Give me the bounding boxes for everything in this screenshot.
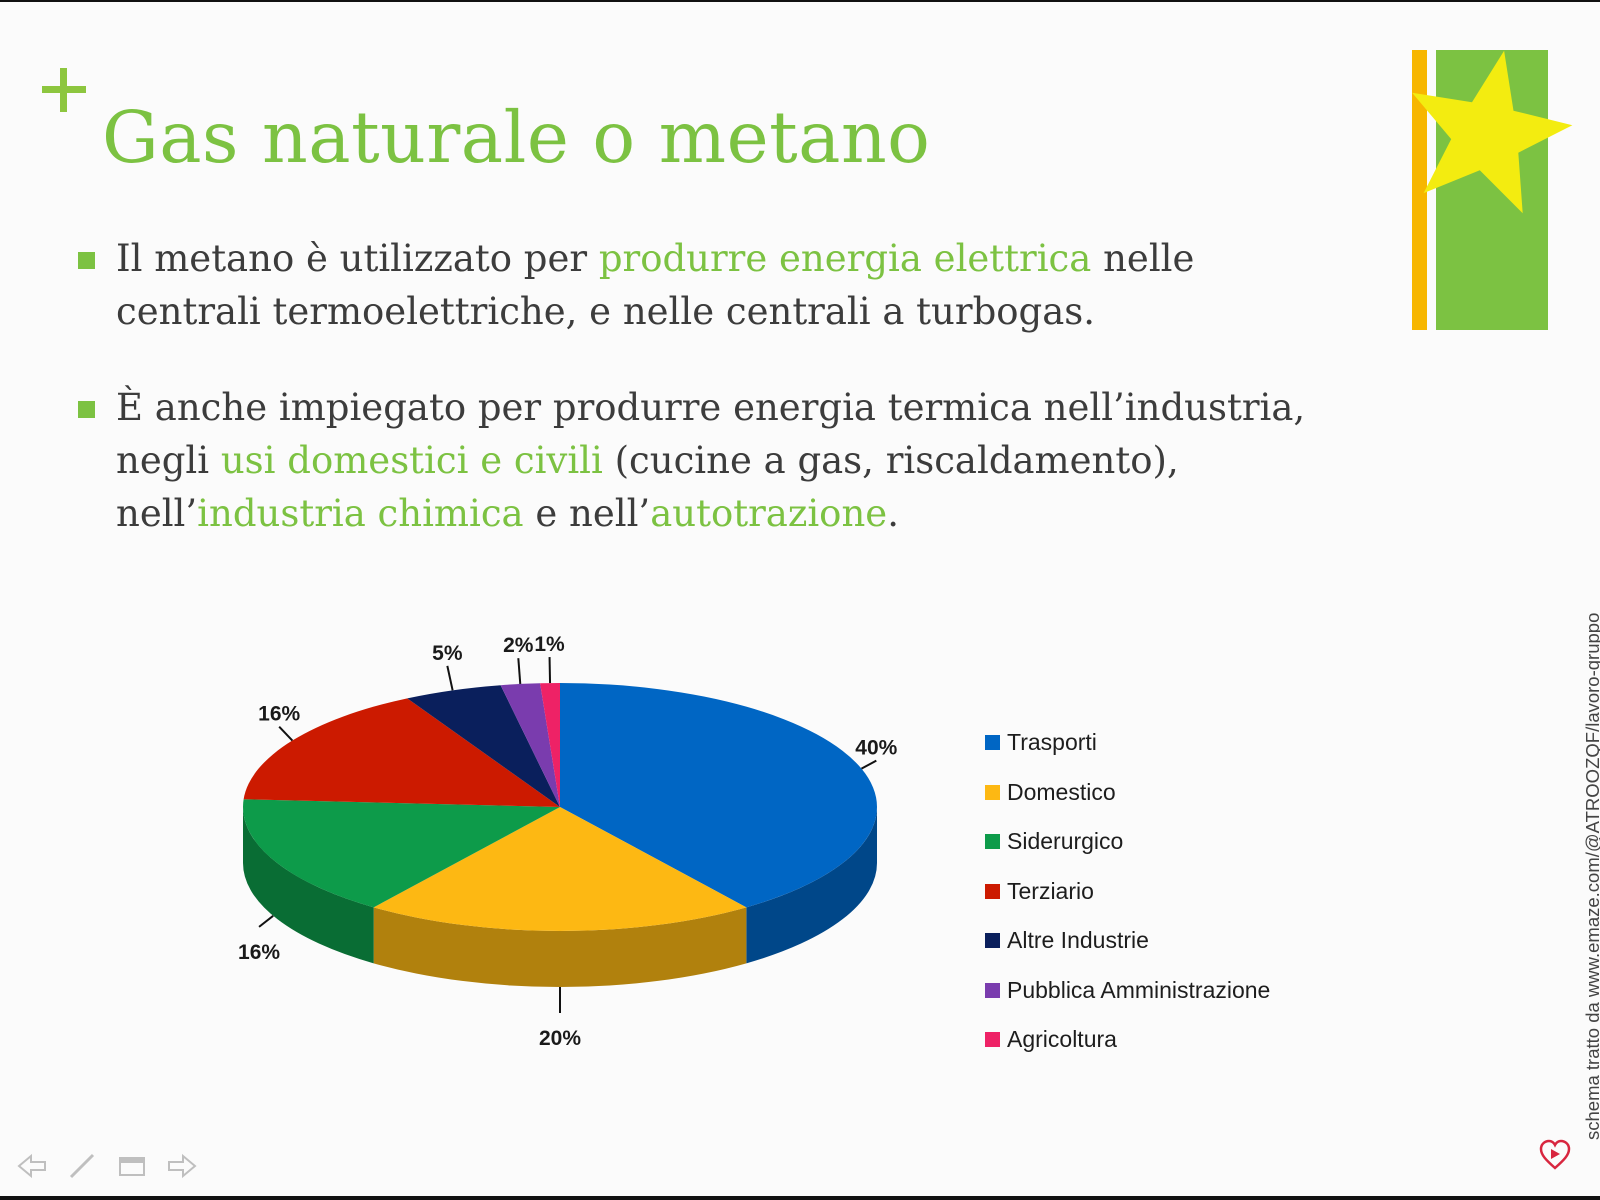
legend-label: Trasporti <box>1007 729 1097 756</box>
bullet-marker <box>78 401 95 418</box>
legend-swatch <box>985 735 1000 751</box>
leader-line <box>258 915 274 928</box>
bullet-text: (cucine a gas, riscaldamento), nell’ <box>116 439 1179 535</box>
bullet-list: Il metano è utilizzato per produrre ener… <box>78 232 1328 540</box>
legend-item: Altre Industrie <box>985 916 1270 966</box>
pie-slice-pubblica-amministrazione <box>500 683 560 807</box>
data-label: 20% <box>539 1027 581 1050</box>
pie-side-trasporti <box>746 807 877 964</box>
pie-slice-domestico <box>373 807 747 931</box>
leader-line <box>278 725 294 742</box>
highlight-text: usi domestici e civili <box>220 439 603 482</box>
legend-label: Terziario <box>1007 877 1094 904</box>
bullet-text: e nell’ <box>523 492 651 535</box>
legend-label: Altre Industrie <box>1007 927 1149 954</box>
bottom-border <box>0 1196 1600 1200</box>
legend-label: Agricoltura <box>1007 1026 1117 1053</box>
data-label: 16% <box>258 703 300 726</box>
pie-side-domestico <box>373 907 747 987</box>
legend-item: Trasporti <box>985 718 1270 768</box>
slide-title: Gas naturale o metano <box>102 96 931 179</box>
pen-icon[interactable] <box>66 1152 98 1180</box>
pie-slice-agricoltura <box>540 683 560 807</box>
data-label: 1% <box>534 633 565 656</box>
data-label: 2% <box>503 634 534 657</box>
legend-swatch <box>985 834 1000 850</box>
pie-side-siderurgico <box>243 807 374 964</box>
legend-label: Pubblica Amministrazione <box>1007 976 1271 1003</box>
legend-swatch <box>985 883 1000 899</box>
highlight-text: produrre energia elettrica <box>598 237 1092 280</box>
forward-arrow-icon[interactable] <box>166 1152 198 1180</box>
leader-line <box>446 665 454 691</box>
legend-item: Siderurgico <box>985 817 1270 867</box>
legend-swatch <box>985 982 1000 998</box>
leader-line <box>861 759 877 770</box>
decorative-orange-bar <box>1412 50 1427 330</box>
bullet-text: Il metano è utilizzato per <box>116 237 599 280</box>
slides-menu-icon[interactable] <box>116 1152 148 1180</box>
legend-label: Domestico <box>1007 778 1116 805</box>
pie-slice-altre-industrie <box>407 685 560 807</box>
top-border <box>0 0 1600 2</box>
pie-slice-terziario <box>243 698 560 807</box>
data-label: 16% <box>238 941 280 964</box>
pie-slice-siderurgico <box>243 799 560 908</box>
pie-chart: 40% 20% 16% 16% 5% 2% 1% <box>160 615 1340 1135</box>
legend-swatch <box>985 933 1000 949</box>
pie-chart-svg: 40% 20% 16% 16% 5% 2% 1% <box>238 633 898 1050</box>
legend-swatch <box>985 1032 1000 1048</box>
legend-item: Terziario <box>985 867 1270 917</box>
highlight-text: autotrazione <box>650 492 888 535</box>
bullet-item: È anche impiegato per produrre energia t… <box>78 381 1328 540</box>
legend-item: Domestico <box>985 768 1270 818</box>
credit-text: schema tratto da www.emaze.com/@ATROOZQF… <box>1582 612 1600 1140</box>
logo-icon <box>1539 1139 1571 1170</box>
chart-legend: Trasporti Domestico Siderurgico Terziario Al… <box>985 718 1270 1065</box>
back-arrow-icon[interactable] <box>16 1152 48 1180</box>
slide-navigation <box>16 1152 198 1180</box>
data-label: 40% <box>855 737 897 760</box>
plus-icon <box>40 66 88 114</box>
pie-slice-trasporti <box>560 683 877 908</box>
bullet-text: nelle centrali termoelettriche, e nelle … <box>116 237 1195 333</box>
bullet-marker <box>78 252 95 269</box>
legend-item: Pubblica Amministrazione <box>985 966 1270 1016</box>
legend-label: Siderurgico <box>1007 828 1124 855</box>
highlight-text: industria chimica <box>197 492 524 535</box>
data-label: 5% <box>432 642 463 665</box>
legend-item: Agricoltura <box>985 1015 1270 1065</box>
star-icon <box>1412 50 1573 214</box>
bullet-text: . <box>887 492 899 535</box>
legend-swatch <box>985 784 1000 800</box>
bullet-item: Il metano è utilizzato per produrre ener… <box>78 232 1328 338</box>
leader-line <box>517 658 522 685</box>
bullet-text: È anche impiegato per produrre energia t… <box>116 386 1306 482</box>
